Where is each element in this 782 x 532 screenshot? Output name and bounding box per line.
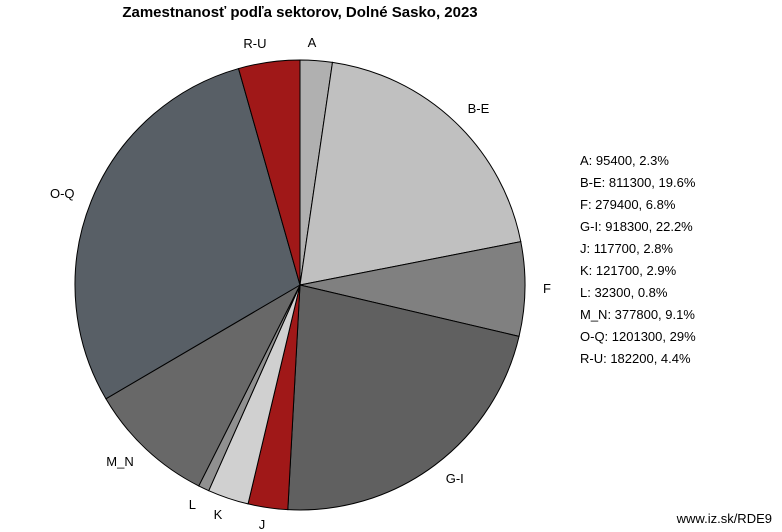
- legend-item: F: 279400, 6.8%: [580, 194, 696, 216]
- slice-label-J: J: [259, 517, 266, 532]
- slice-label-F: F: [543, 281, 551, 296]
- slice-label-L: L: [189, 497, 196, 512]
- source-url: www.iz.sk/RDE9: [677, 511, 772, 526]
- chart-container: Zamestnanosť podľa sektorov, Dolné Sasko…: [0, 0, 782, 532]
- legend-item: B-E: 811300, 19.6%: [580, 172, 696, 194]
- slice-label-R-U: R-U: [243, 36, 266, 51]
- legend-item: M_N: 377800, 9.1%: [580, 304, 696, 326]
- slice-label-O-Q: O-Q: [50, 186, 75, 201]
- legend-item: G-I: 918300, 22.2%: [580, 216, 696, 238]
- slice-label-M_N: M_N: [106, 454, 133, 469]
- slice-label-K: K: [214, 507, 223, 522]
- legend-item: R-U: 182200, 4.4%: [580, 348, 696, 370]
- legend: A: 95400, 2.3%B-E: 811300, 19.6%F: 27940…: [580, 150, 696, 370]
- slice-label-B-E: B-E: [468, 101, 490, 116]
- legend-item: O-Q: 1201300, 29%: [580, 326, 696, 348]
- legend-item: K: 121700, 2.9%: [580, 260, 696, 282]
- slice-label-A: A: [308, 35, 317, 50]
- legend-item: A: 95400, 2.3%: [580, 150, 696, 172]
- slice-label-G-I: G-I: [446, 471, 464, 486]
- legend-item: L: 32300, 0.8%: [580, 282, 696, 304]
- legend-item: J: 117700, 2.8%: [580, 238, 696, 260]
